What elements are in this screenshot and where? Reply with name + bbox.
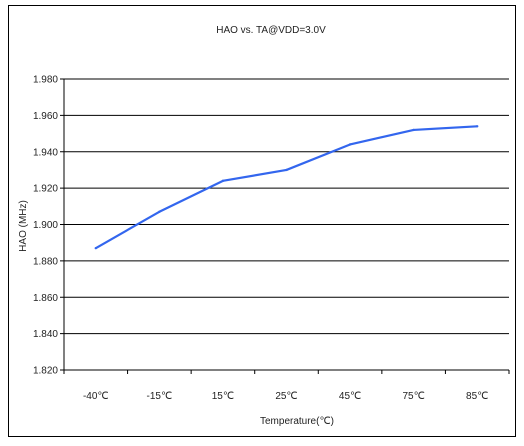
grid-layer — [64, 78, 509, 335]
chart-title: HAO vs. TA@VDD=3.0V — [216, 25, 326, 36]
y-tick-label: 1.980 — [33, 75, 58, 86]
y-axis-label: HAO (MHz) — [18, 200, 29, 252]
x-tick-label: -40℃ — [83, 391, 109, 402]
x-tick-label: -15℃ — [147, 391, 173, 402]
x-tick-label: 15℃ — [212, 391, 234, 402]
y-tick-label: 1.880 — [33, 256, 58, 267]
axis-layer — [60, 78, 510, 374]
y-tick-label: 1.900 — [33, 220, 58, 231]
data-point — [476, 125, 479, 128]
data-point — [348, 143, 352, 146]
data-point — [412, 128, 415, 132]
data-point — [158, 210, 161, 213]
data-point — [94, 246, 97, 250]
y-tick-label: 1.940 — [33, 147, 58, 158]
data-point — [221, 179, 225, 183]
y-tick-label: 1.960 — [33, 111, 58, 122]
x-tick-label: 75℃ — [402, 391, 424, 402]
x-tick-label: 25℃ — [275, 391, 297, 402]
x-tick-labels: -40℃ -15℃ 15℃ 25℃ 45℃ 75℃ 85℃ — [83, 391, 488, 402]
x-tick-label: 45℃ — [339, 391, 361, 402]
y-tick-label: 1.840 — [33, 329, 58, 340]
y-tick-label: 1.820 — [33, 366, 58, 377]
series-layer — [94, 125, 479, 250]
series-line — [95, 125, 478, 250]
chart-frame: HAO vs. TA@VDD=3.0V 1.820 1.840 1.860 1.880… — [8, 5, 516, 437]
y-tick-labels: 1.820 1.840 1.860 1.880 1.900 1.920 1.940 1.960… — [33, 75, 58, 377]
y-tick-label: 1.920 — [33, 184, 58, 195]
data-point — [285, 168, 288, 172]
x-tick-label: 85℃ — [466, 391, 488, 402]
line-chart: HAO vs. TA@VDD=3.0V 1.820 1.840 1.860 1.880… — [18, 25, 510, 427]
y-tick-label: 1.860 — [33, 293, 58, 304]
x-axis-label: Temperature(℃) — [260, 416, 334, 427]
